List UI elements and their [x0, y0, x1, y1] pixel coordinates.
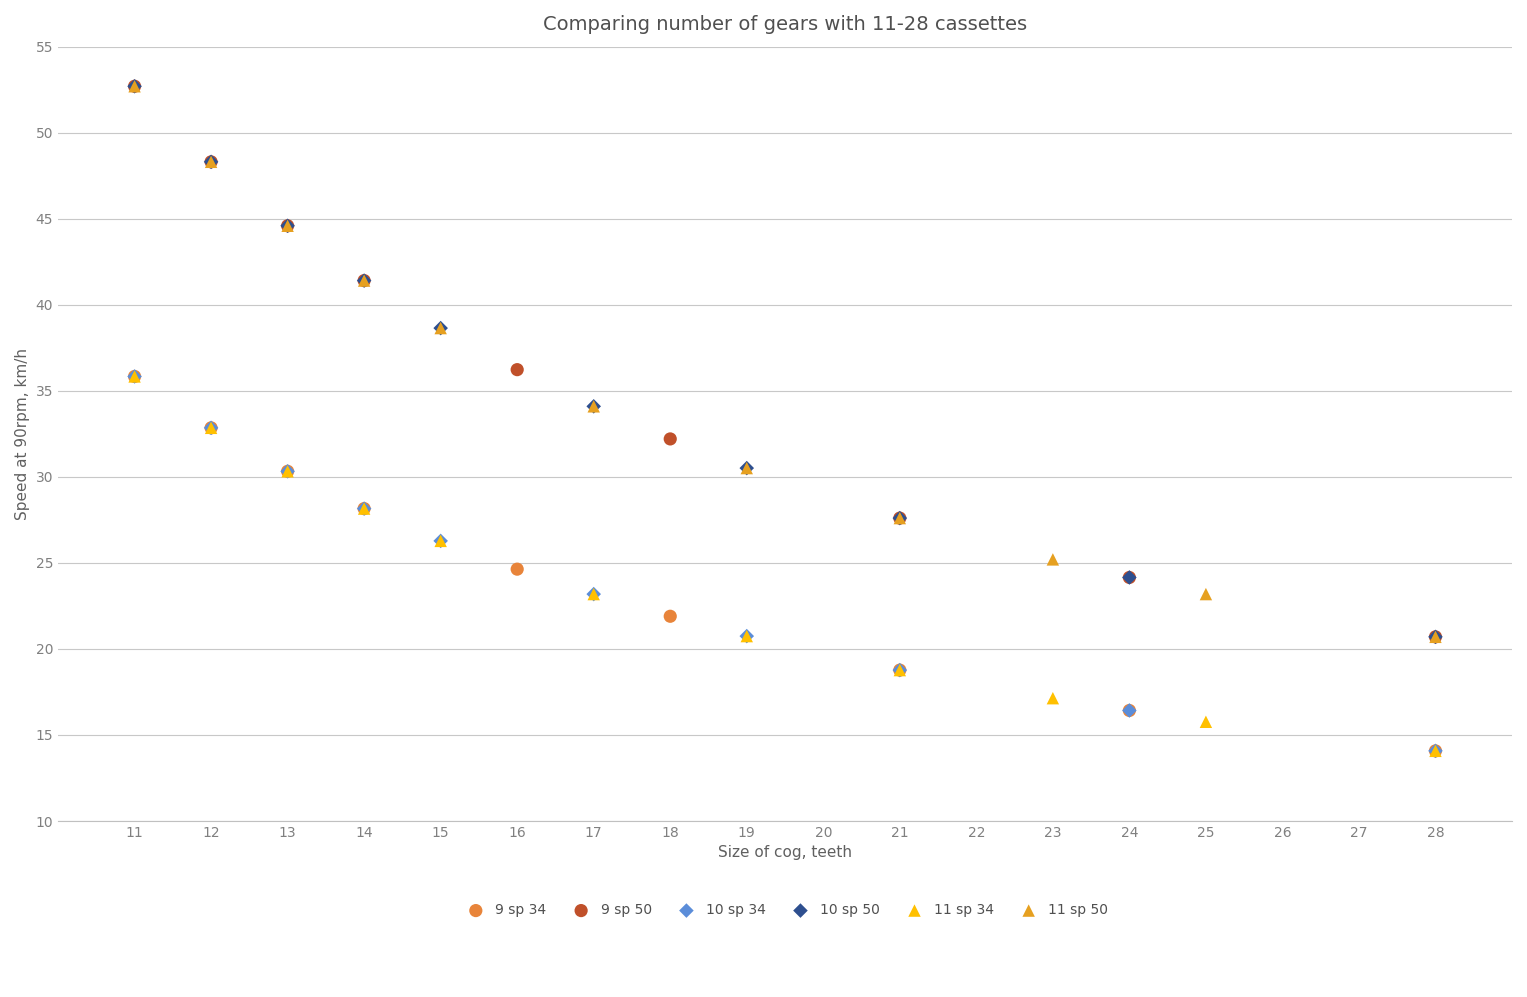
10 sp 50: [582, 399, 606, 415]
9 sp 50: [1423, 629, 1448, 645]
9 sp 34: [505, 561, 530, 577]
9 sp 50: [887, 510, 912, 526]
11 sp 50: [582, 399, 606, 415]
10 sp 50: [351, 272, 376, 288]
10 sp 34: [1118, 703, 1142, 719]
10 sp 50: [429, 320, 454, 336]
11 sp 50: [1423, 629, 1448, 645]
Y-axis label: Speed at 90rpm, km/h: Speed at 90rpm, km/h: [15, 348, 31, 519]
10 sp 34: [351, 500, 376, 516]
11 sp 34: [1040, 690, 1064, 706]
10 sp 34: [887, 662, 912, 678]
11 sp 50: [429, 320, 454, 336]
Title: Comparing number of gears with 11-28 cassettes: Comparing number of gears with 11-28 cas…: [544, 15, 1028, 34]
10 sp 34: [582, 586, 606, 602]
10 sp 50: [275, 217, 299, 233]
9 sp 34: [351, 500, 376, 516]
9 sp 50: [275, 217, 299, 233]
9 sp 34: [275, 464, 299, 480]
9 sp 34: [887, 662, 912, 678]
11 sp 50: [122, 79, 147, 95]
11 sp 34: [1194, 714, 1219, 730]
11 sp 34: [351, 500, 376, 516]
9 sp 50: [658, 431, 683, 447]
11 sp 50: [351, 272, 376, 288]
11 sp 34: [734, 628, 759, 644]
11 sp 34: [275, 464, 299, 480]
11 sp 50: [887, 510, 912, 526]
10 sp 50: [1118, 569, 1142, 585]
9 sp 50: [199, 154, 223, 169]
11 sp 34: [582, 586, 606, 602]
9 sp 34: [199, 420, 223, 436]
X-axis label: Size of cog, teeth: Size of cog, teeth: [718, 845, 852, 860]
11 sp 50: [1040, 551, 1064, 567]
10 sp 34: [734, 628, 759, 644]
9 sp 34: [1118, 703, 1142, 719]
10 sp 34: [1423, 743, 1448, 759]
10 sp 50: [887, 510, 912, 526]
11 sp 34: [199, 420, 223, 436]
10 sp 50: [734, 461, 759, 477]
9 sp 50: [505, 362, 530, 378]
11 sp 50: [734, 461, 759, 477]
11 sp 34: [429, 533, 454, 549]
11 sp 34: [1423, 743, 1448, 759]
Legend: 9 sp 34, 9 sp 50, 10 sp 34, 10 sp 50, 11 sp 34, 11 sp 50: 9 sp 34, 9 sp 50, 10 sp 34, 10 sp 50, 11…: [457, 897, 1113, 923]
11 sp 50: [199, 154, 223, 169]
9 sp 34: [658, 608, 683, 624]
11 sp 34: [122, 369, 147, 385]
10 sp 50: [122, 79, 147, 95]
11 sp 50: [275, 217, 299, 233]
9 sp 50: [351, 272, 376, 288]
10 sp 50: [1423, 629, 1448, 645]
10 sp 34: [429, 533, 454, 549]
9 sp 34: [122, 369, 147, 385]
9 sp 50: [1118, 569, 1142, 585]
10 sp 34: [199, 420, 223, 436]
10 sp 34: [122, 369, 147, 385]
9 sp 34: [1423, 743, 1448, 759]
11 sp 34: [887, 662, 912, 678]
10 sp 50: [199, 154, 223, 169]
11 sp 50: [1194, 586, 1219, 602]
10 sp 34: [275, 464, 299, 480]
9 sp 50: [122, 79, 147, 95]
